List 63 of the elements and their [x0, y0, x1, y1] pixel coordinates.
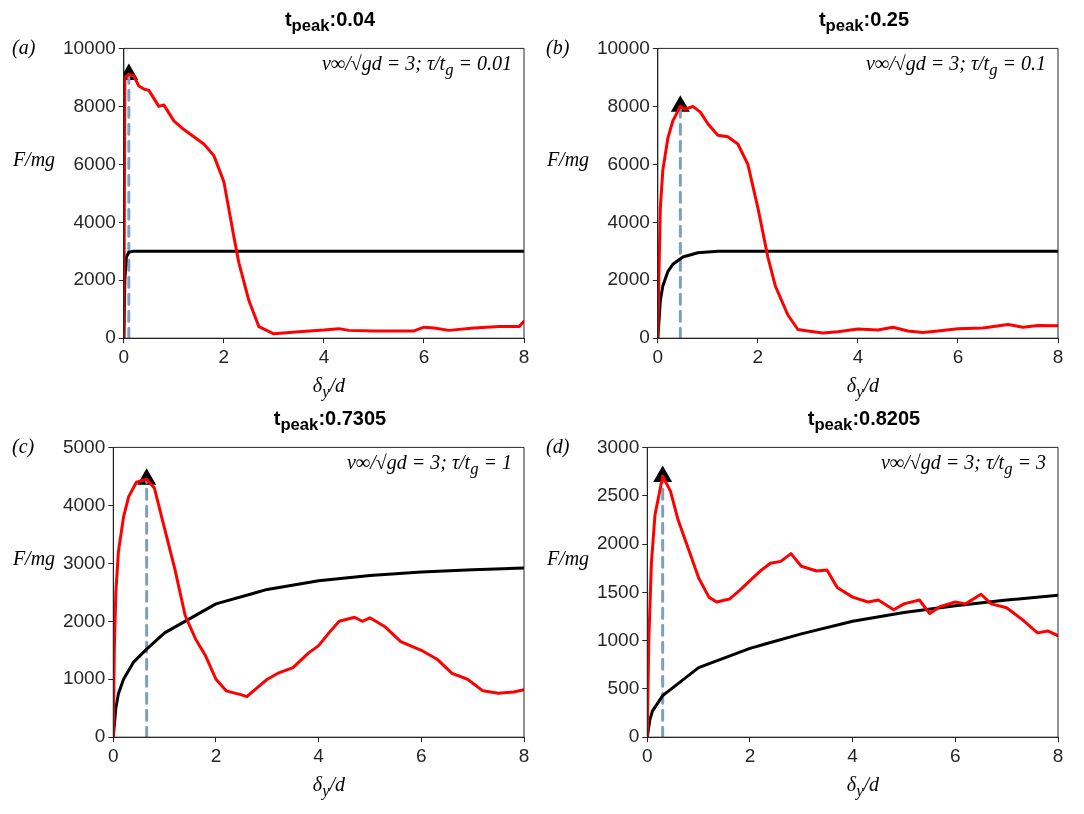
y-tick-label: 4000: [607, 210, 650, 232]
x-tick-label: 0: [118, 345, 130, 367]
x-tick-label: 6: [418, 345, 430, 367]
y-tick-label: 1000: [62, 667, 106, 689]
y-axis-title: F/mg: [545, 148, 591, 171]
x-tick-label: 6: [950, 744, 961, 766]
text: (a): [12, 36, 36, 59]
text: (c): [12, 435, 35, 458]
annotation: v∞/√gd = 3; τ/t$_{g}$ = 0.1: [866, 52, 1046, 80]
y-tick-label: 6000: [607, 152, 650, 174]
x-axis-title: δ$_{y}$/d: [845, 374, 881, 402]
y-tick-label: 2000: [73, 268, 116, 290]
y-tick-label: 3000: [596, 435, 640, 457]
y-tick-label: 2000: [607, 268, 650, 290]
annotation: v∞/√gd = 3; τ/t$_{g}$ = 0.01: [322, 52, 512, 80]
x-tick-label: 6: [952, 345, 964, 367]
x-tick-label: 0: [652, 345, 664, 367]
y-tick-label: 10000: [62, 36, 116, 58]
annotation: v∞/√gd = 3; τ/t$_{g}$ = 1: [347, 451, 512, 479]
x-tick-label: 2: [210, 744, 222, 766]
y-tick-label: 1000: [596, 628, 640, 650]
chart-title: t$_{peak}$:0.04: [283, 8, 377, 35]
y-tick-label: 5000: [62, 435, 106, 457]
text: (b): [546, 36, 570, 59]
y-axis-title: F/mg: [545, 547, 591, 570]
x-tick-label: 2: [752, 345, 764, 367]
y-tick-label: 10000: [596, 36, 650, 58]
x-tick-label: 4: [847, 744, 859, 766]
x-tick-label: 4: [313, 744, 325, 766]
y-axis-title: F/mg: [11, 547, 57, 570]
y-tick-label: 8000: [607, 94, 650, 116]
x-tick-label: 4: [318, 345, 330, 367]
y-tick-label: 0: [639, 326, 650, 348]
chart-title: t$_{peak}$:0.8205: [806, 407, 922, 434]
x-tick-label: 8: [1052, 345, 1064, 367]
x-axis-title: δ$_{y}$/d: [311, 773, 347, 801]
y-tick-label: 2000: [596, 532, 640, 554]
x-tick-label: 8: [518, 345, 530, 367]
x-axis-title: δ$_{y}$/d: [311, 374, 347, 402]
y-tick-label: 1500: [596, 580, 640, 602]
y-tick-label: 2000: [62, 609, 106, 631]
y-tick-label: 4000: [73, 210, 116, 232]
x-tick-label: 2: [744, 744, 756, 766]
x-tick-label: 4: [852, 345, 864, 367]
y-tick-label: 500: [607, 677, 640, 699]
annotation: v∞/√gd = 3; τ/t$_{g}$ = 3: [881, 451, 1046, 479]
chart-title: t$_{peak}$:0.7305: [272, 407, 388, 434]
y-tick-label: 0: [628, 725, 640, 747]
y-axis-title: F/mg: [11, 148, 57, 171]
y-tick-label: 2500: [596, 483, 640, 505]
x-tick-label: 8: [1052, 744, 1064, 766]
x-tick-label: 2: [218, 345, 230, 367]
y-tick-label: 8000: [73, 94, 116, 116]
chart-title: t$_{peak}$:0.25: [817, 8, 911, 35]
x-tick-label: 6: [416, 744, 427, 766]
y-tick-label: 4000: [62, 493, 106, 515]
y-tick-label: 0: [105, 326, 116, 348]
x-axis-title: δ$_{y}$/d: [845, 773, 881, 801]
x-tick-label: 8: [518, 744, 530, 766]
y-tick-label: 3000: [62, 551, 106, 573]
text: (d): [546, 435, 570, 458]
y-tick-label: 0: [94, 725, 106, 747]
y-tick-label: 6000: [73, 152, 116, 174]
